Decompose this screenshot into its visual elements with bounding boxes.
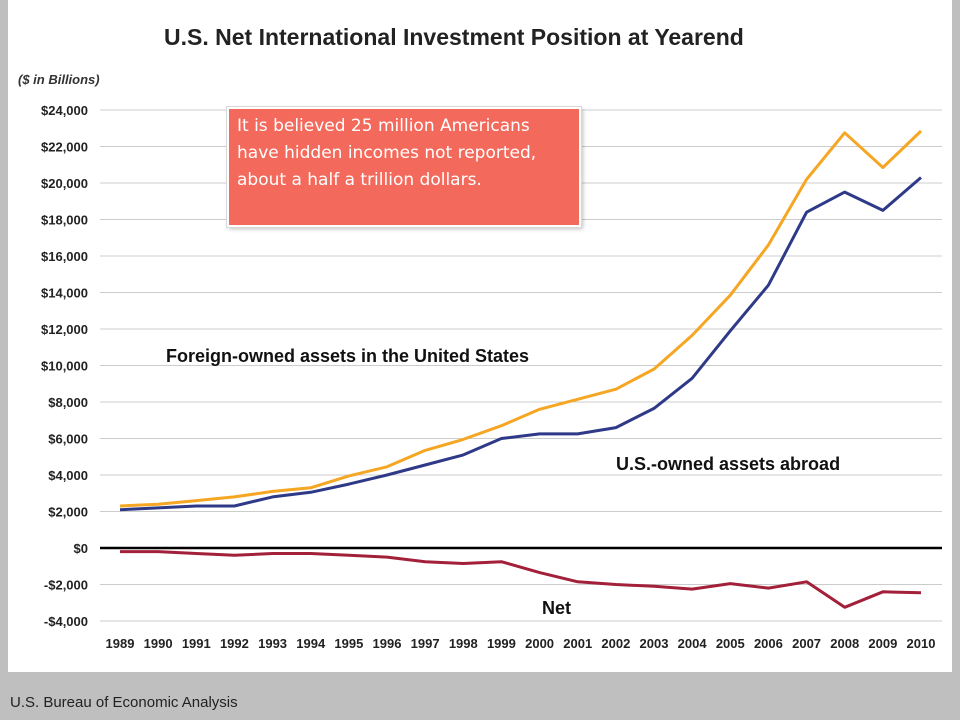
x-tick-label: 1997: [411, 636, 440, 651]
y-tick-label: $20,000: [41, 176, 88, 191]
y-tick-label: $24,000: [41, 103, 88, 118]
y-tick-label: $0: [74, 541, 88, 556]
x-tick-label: 1993: [258, 636, 287, 651]
x-tick-label: 2003: [640, 636, 669, 651]
x-tick-label: 1990: [144, 636, 173, 651]
y-tick-label: -$4,000: [44, 614, 88, 629]
chart-title: U.S. Net International Investment Positi…: [164, 24, 744, 50]
y-tick-label: $8,000: [48, 395, 88, 410]
y-tick-label: $22,000: [41, 140, 88, 155]
y-tick-label: $10,000: [41, 359, 88, 374]
series-label-foreign: Foreign-owned assets in the United State…: [166, 346, 529, 366]
x-tick-label: 1995: [334, 636, 363, 651]
y-tick-label: $14,000: [41, 286, 88, 301]
units-label: ($ in Billions): [18, 72, 100, 87]
slide: U.S. Net International Investment Positi…: [8, 0, 952, 672]
series-lines: [119, 129, 923, 609]
series-line-1: [119, 176, 922, 512]
x-tick-label: 1994: [296, 636, 326, 651]
x-tick-label: 2004: [678, 636, 708, 651]
x-tick-label: 2009: [868, 636, 897, 651]
y-tick-label: $6,000: [48, 432, 88, 447]
x-tick-label: 1992: [220, 636, 249, 651]
x-tick-label: 2005: [716, 636, 745, 651]
y-tick-label: $12,000: [41, 322, 88, 337]
chart: U.S. Net International Investment Positi…: [18, 24, 942, 651]
x-tick-label: 2006: [754, 636, 783, 651]
annotation-text: It is believed 25 million Americans have…: [237, 116, 537, 190]
y-tick-label: -$2,000: [44, 578, 88, 593]
y-tick-label: $4,000: [48, 468, 88, 483]
x-tick-label: 1999: [487, 636, 516, 651]
series-line-0: [119, 129, 923, 508]
annotation-callout: It is believed 25 million Americans have…: [226, 106, 582, 228]
x-tick-label: 1991: [182, 636, 211, 651]
x-tick-label: 1989: [106, 636, 135, 651]
y-tick-label: $2,000: [48, 505, 88, 520]
x-tick-label: 2007: [792, 636, 821, 651]
x-axis-ticks: 1989 1990 1991 1992 1993 1994 1995 1996 1997 1998…: [106, 636, 936, 651]
series-label-us: U.S.-owned assets abroad: [616, 454, 840, 474]
x-tick-label: 2001: [563, 636, 592, 651]
y-tick-label: $18,000: [41, 213, 88, 228]
x-tick-label: 1996: [373, 636, 402, 651]
x-tick-label: 2010: [907, 636, 936, 651]
series-label-net: Net: [542, 598, 571, 618]
x-tick-label: 2002: [601, 636, 630, 651]
y-tick-label: $16,000: [41, 249, 88, 264]
x-tick-label: 2008: [830, 636, 859, 651]
x-tick-label: 2000: [525, 636, 554, 651]
series-line-2: [120, 550, 922, 609]
x-tick-label: 1998: [449, 636, 478, 651]
source-footer: U.S. Bureau of Economic Analysis: [10, 694, 238, 711]
y-axis-ticks: -$4,000 -$2,000 $0 $2,000 $4,000 $6,000 $8,000…: [41, 103, 88, 629]
